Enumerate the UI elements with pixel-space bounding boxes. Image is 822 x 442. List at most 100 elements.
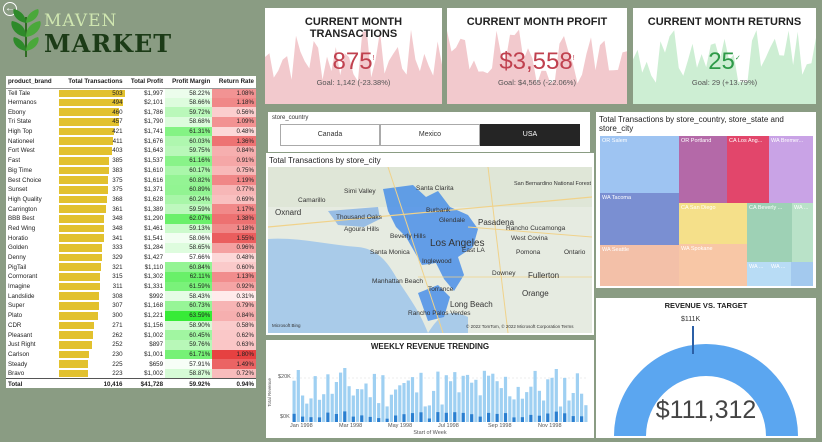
cell-brand: Carrington [8, 205, 37, 213]
col-header-profit[interactable]: Total Profit [124, 76, 166, 89]
table-row[interactable]: Carrington 361 $1,389 59.59% 1.17% [6, 204, 256, 214]
table-row[interactable]: Tri State 457 $1,790 58.68% 1.09% [6, 117, 256, 127]
slicer-option-usa[interactable]: USA [480, 124, 580, 146]
treemap-cell-wa-tacoma[interactable]: WA Tacoma [600, 193, 679, 245]
col-header-brand[interactable]: product_brand [6, 76, 60, 89]
store-city-map[interactable]: Total Transactions by store_city Simi Va… [266, 153, 594, 335]
table-row[interactable]: Big Time 383 $1,610 60.17% 0.75% [6, 165, 256, 176]
table-row[interactable]: Just Right 252 $897 59.76% 0.63% [6, 339, 256, 350]
cell-transactions: 307 [59, 301, 124, 311]
table-row[interactable]: PigTail 321 $1,110 60.84% 0.60% [6, 262, 256, 273]
transactions-databar [59, 118, 119, 126]
table-row[interactable]: Red Wing 348 $1,461 59.13% 1.18% [6, 223, 256, 234]
cell-transactions: 348 [59, 214, 124, 224]
weekly-bar [334, 382, 338, 422]
table-row[interactable]: Carlson 230 $1,001 61.71% 1.80% [6, 349, 256, 360]
table-row[interactable]: Fast 385 $1,537 61.16% 0.91% [6, 155, 256, 166]
cell-transactions-value: 311 [112, 283, 123, 291]
table-row[interactable]: Landslide 308 $992 58.43% 0.31% [6, 291, 256, 302]
table-row[interactable]: Nationeel 411 $1,676 60.03% 1.36% [6, 136, 256, 147]
table-row[interactable]: Cormorant 315 $1,302 62.11% 1.13% [6, 272, 256, 282]
treemap-cell-wa-small-2[interactable]: WA ... [747, 262, 769, 286]
cell-margin: 58.43% [165, 291, 213, 302]
weekly-bar [554, 369, 558, 422]
col-header-return-rate[interactable]: Return Rate [212, 76, 256, 89]
treemap-cell-ca-beverly-hills[interactable]: CA Beverly ... [747, 203, 792, 262]
table-row[interactable]: Pleasant 262 $1,002 60.45% 0.62% [6, 330, 256, 340]
table-row[interactable]: Super 307 $1,168 60.73% 0.79% [6, 301, 256, 311]
treemap-cell-ca-san-diego[interactable]: CA San Diego [679, 203, 747, 244]
table-row[interactable]: Steady 225 $659 57.91% 1.49% [6, 359, 256, 369]
cell-return-rate: 0.58% [212, 320, 256, 331]
table-row[interactable]: Ebony 460 $1,786 59.72% 0.56% [6, 107, 256, 118]
col-header-margin[interactable]: Profit Margin [165, 76, 213, 89]
map-label-orange: Orange [522, 289, 549, 298]
table-row[interactable]: Sunset 375 $1,371 60.89% 0.77% [6, 184, 256, 195]
cell-transactions-value: 403 [112, 147, 123, 155]
map-label-pasadena: Pasadena [478, 218, 515, 227]
weekly-bar [317, 399, 322, 422]
cell-profit: $1,290 [144, 215, 164, 223]
weekly-bar [550, 377, 554, 422]
treemap-cell-ca-los-angeles[interactable]: CA Los Ang... [727, 136, 769, 203]
weekly-bar [478, 395, 482, 422]
table-row[interactable]: Bravo 223 $1,002 58.87% 0.72% [6, 368, 256, 379]
treemap-cell-wa-seattle[interactable]: WA Seattle [600, 245, 679, 286]
back-button[interactable]: ← [3, 2, 17, 16]
table-row[interactable]: Fort West 403 $1,643 59.75% 0.84% [6, 146, 256, 156]
treemap-cell-wa-small-1[interactable]: WA ... [792, 203, 813, 262]
weekly-bar [419, 372, 423, 422]
table-row[interactable]: BBB Best 348 $1,290 62.07% 1.38% [6, 213, 256, 224]
table-row[interactable]: Imagine 311 $1,331 61.59% 0.92% [6, 281, 256, 292]
table-row[interactable]: Tell Tale 503 $1,997 58.22% 1.08% [6, 88, 256, 98]
weekly-bar [567, 400, 571, 422]
map-bing-logo: Microsoft Bing [272, 323, 301, 328]
total-label: Total [6, 378, 60, 390]
cell-brand: Tell Tale [8, 89, 31, 97]
table-row[interactable]: Hermanos 494 $2,101 58.66% 1.18% [6, 97, 256, 108]
weekly-xtick-0: Jan 1998 [290, 423, 313, 429]
cell-profit: $1,997 [144, 89, 164, 97]
table-row[interactable]: Golden 333 $1,284 58.65% 0.96% [6, 243, 256, 253]
slicer-option-canada[interactable]: Canada [280, 124, 380, 146]
weekly-bar-secondary [292, 413, 296, 422]
weekly-bar [508, 396, 512, 422]
weekly-bar-secondary [487, 412, 491, 422]
weekly-bar [491, 373, 495, 422]
kpi-returns-title: CURRENT MONTH RETURNS [647, 16, 802, 28]
treemap-cell-wa-small-4[interactable] [791, 262, 813, 286]
treemap-cell-wa-spokane[interactable]: WA Spokane [679, 244, 747, 286]
transactions-databar [59, 185, 108, 194]
transactions-databar [59, 195, 108, 204]
maven-market-logo: MAVEN MARKET [8, 5, 183, 63]
table-row[interactable]: Denny 329 $1,427 57.66% 0.48% [6, 252, 256, 263]
logo-market-text: MARKET [44, 29, 173, 58]
cell-brand: Hermanos [8, 99, 37, 107]
weekly-bar [495, 381, 499, 422]
weekly-bar [326, 374, 330, 422]
cell-transactions-value: 341 [112, 234, 123, 242]
table-row[interactable]: High Quality 368 $1,628 60.24% 0.69% [6, 194, 256, 205]
slicer-option-mexico[interactable]: Mexico [380, 124, 480, 146]
cell-margin: 60.73% [165, 301, 213, 311]
treemap-cell-or-salem[interactable]: OR Salem [600, 136, 679, 193]
table-row[interactable]: Horatio 341 $1,541 58.06% 1.55% [6, 233, 256, 243]
cell-transactions-value: 271 [112, 321, 123, 329]
map-label-rancho-cucamonga: Rancho Cucamonga [506, 225, 566, 232]
col-header-transactions[interactable]: Total Transactions [59, 76, 125, 89]
cell-transactions-value: 457 [112, 118, 123, 126]
cell-transactions: 348 [59, 224, 124, 234]
map-label-fullerton: Fullerton [528, 271, 560, 280]
table-row[interactable]: Plato 300 $1,221 63.59% 0.84% [6, 310, 256, 321]
table-row[interactable]: High Top 421 $1,741 61.31% 0.48% [6, 126, 256, 137]
cell-brand: Best Choice [8, 176, 42, 184]
table-row[interactable]: Best Choice 375 $1,616 60.82% 1.19% [6, 175, 256, 185]
weekly-bar [520, 398, 524, 422]
treemap-cell-wa-small-3[interactable]: WA ... [769, 262, 791, 286]
gauge-value: $111,312 [655, 396, 757, 424]
treemap-cell-or-portland[interactable]: OR Portland [679, 136, 727, 203]
treemap-cell-wa-bremerton[interactable]: WA Bremer... [769, 136, 813, 203]
weekly-bar [415, 392, 419, 422]
table-row[interactable]: CDR 271 $1,156 58.90% 0.58% [6, 320, 256, 331]
cell-profit: $1,002 [144, 370, 164, 378]
